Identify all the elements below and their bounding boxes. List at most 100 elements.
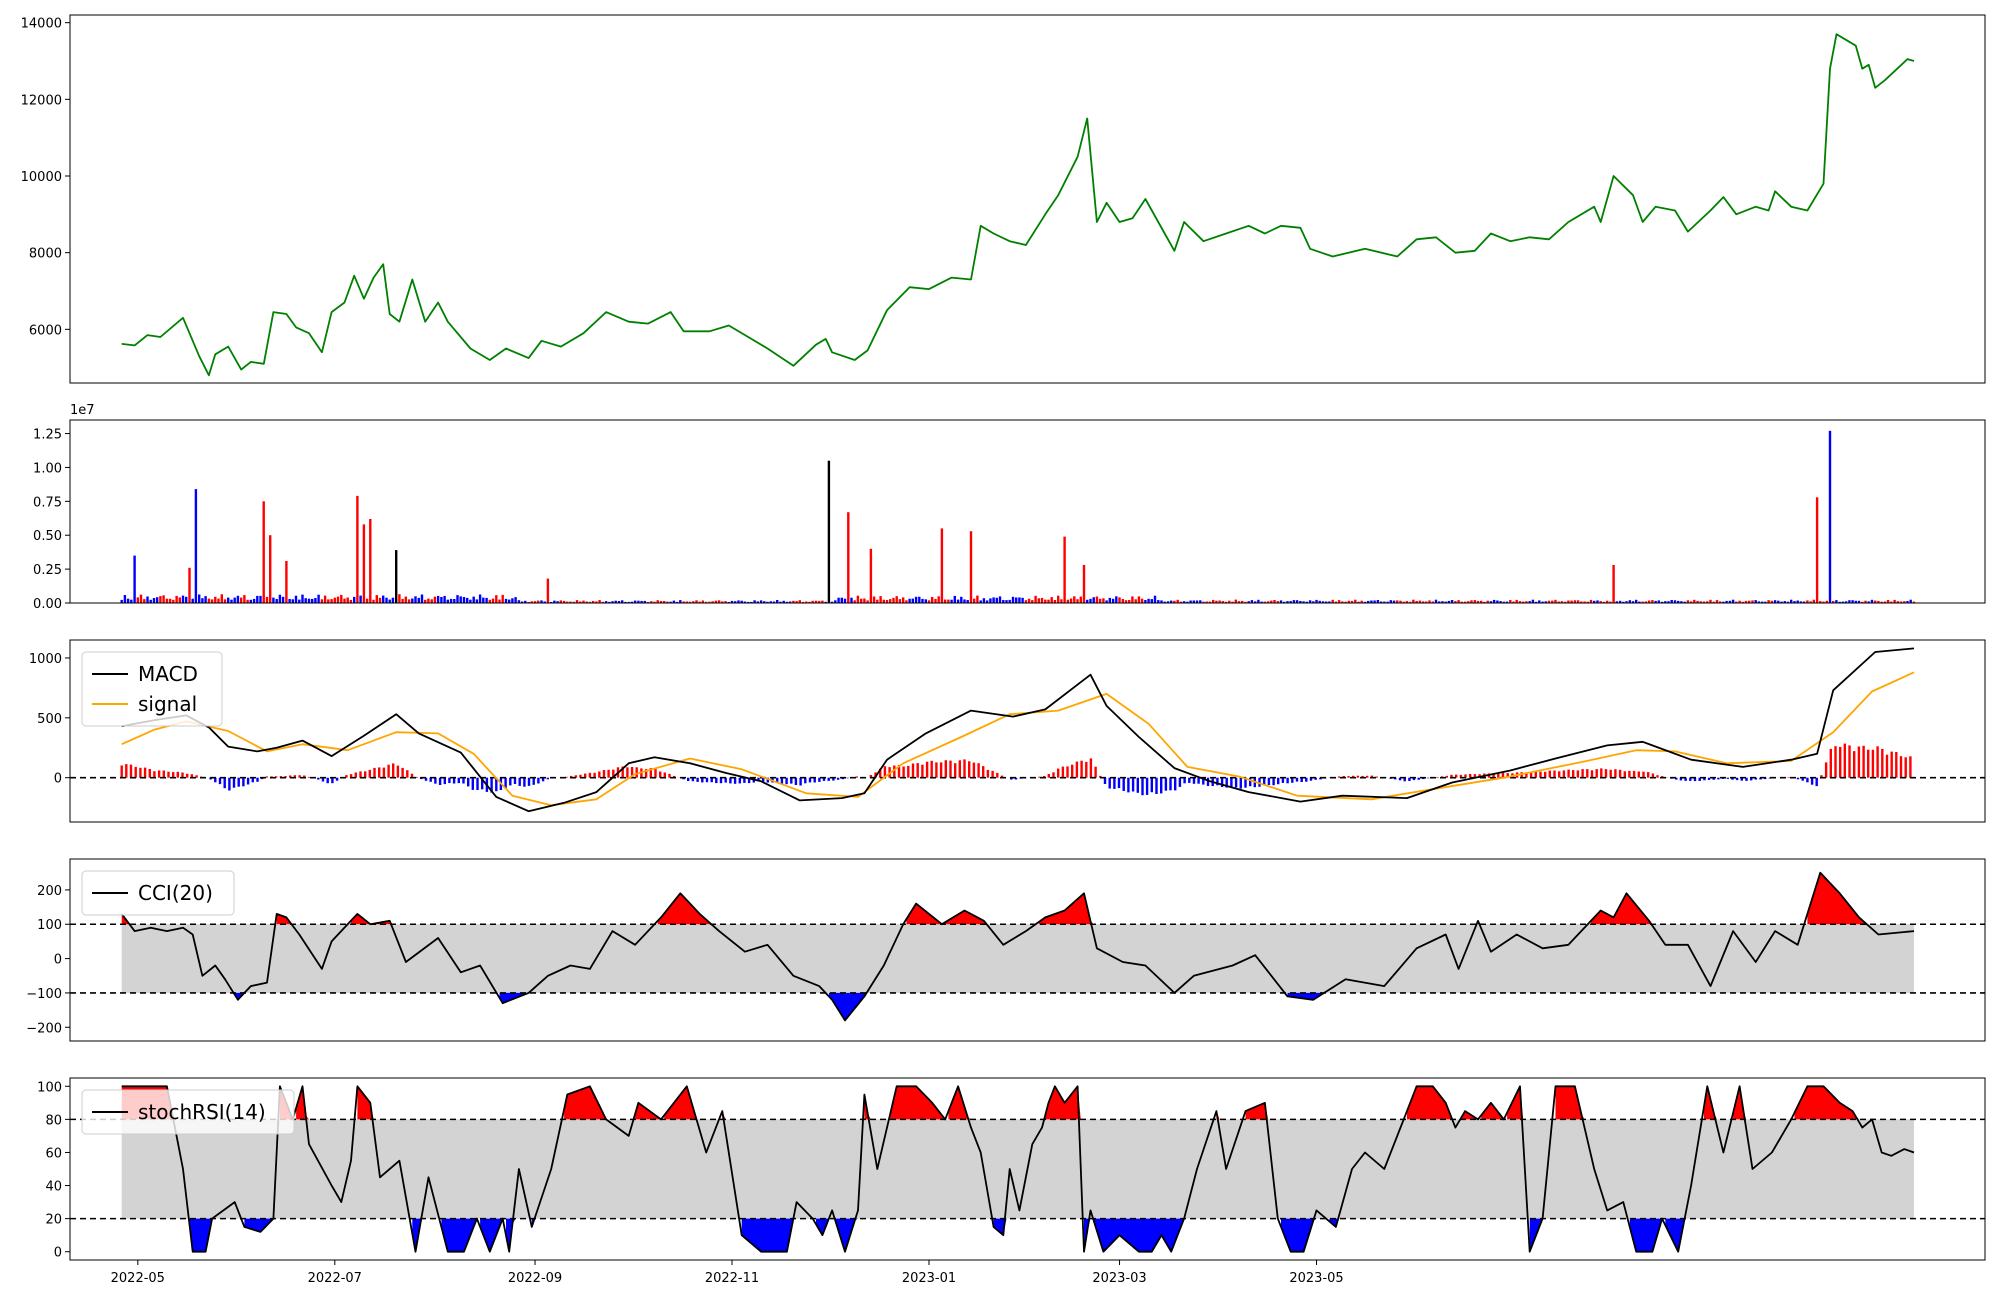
volume-bar	[633, 600, 637, 603]
macd-histogram-bar	[429, 777, 432, 782]
volume-bar	[1444, 601, 1447, 603]
volume-bar	[1189, 600, 1192, 603]
macd-histogram-bar	[1647, 772, 1650, 778]
macd-histogram-bar	[1356, 775, 1360, 778]
macd-histogram-bar	[776, 777, 779, 783]
volume-bar	[1670, 600, 1673, 603]
volume-bar	[453, 599, 456, 603]
volume-bar	[239, 597, 243, 603]
volume-bar	[1696, 600, 1699, 603]
stochrsi-overbought-fill	[121, 1086, 1860, 1120]
volume-bar	[272, 597, 275, 603]
macd-histogram-bar	[1525, 772, 1528, 778]
volume-bar	[466, 597, 469, 603]
volume-bar	[123, 595, 127, 603]
macd-histogram-bar	[1843, 743, 1846, 778]
volume-bar	[588, 601, 592, 603]
macd-histogram-bar	[799, 777, 802, 786]
volume-bar	[436, 595, 440, 603]
volume-bar	[979, 600, 982, 603]
macd-histogram-bar	[1216, 777, 1219, 786]
volume-bar	[149, 599, 152, 603]
macd-histogram-bar	[1300, 777, 1303, 782]
macd-histogram-bar	[1604, 769, 1608, 778]
volume-bar	[795, 601, 798, 603]
x-tick-label: 2022-11	[705, 1271, 759, 1286]
macd-histogram-bar	[1464, 774, 1467, 778]
volume-bar	[827, 460, 831, 603]
legend-box	[81, 1089, 295, 1135]
volume-bar	[1896, 601, 1899, 603]
volume-bar	[1509, 600, 1512, 603]
macd-histogram-bar	[354, 772, 357, 778]
volume-bar	[291, 599, 294, 603]
macd-histogram-bar	[1075, 761, 1079, 778]
volume-bar	[178, 597, 181, 603]
volume-bar	[908, 598, 911, 603]
macd-histogram-bar	[1136, 777, 1139, 793]
x-tick-label: 2022-07	[308, 1271, 362, 1286]
volume-bar	[227, 597, 230, 603]
x-tick-label: 2023-05	[1289, 1271, 1343, 1286]
volume-bar	[1389, 600, 1392, 603]
volume-bar	[349, 599, 353, 603]
volume-bar	[498, 599, 501, 603]
volume-bar	[1735, 601, 1738, 603]
macd-histogram-bar	[476, 777, 479, 790]
volume-bar	[1683, 601, 1686, 603]
macd-histogram-bar	[1853, 751, 1856, 778]
macd-histogram-bar	[1000, 775, 1004, 778]
volume-bar	[756, 601, 759, 603]
macd-histogram-bar	[1675, 777, 1678, 780]
volume-bar	[1027, 598, 1031, 603]
volume-bar	[717, 600, 721, 603]
volume-bar	[152, 598, 156, 603]
macd-histogram-bar	[1707, 777, 1711, 780]
macd-histogram-bar	[373, 767, 376, 778]
volume-bar	[1131, 596, 1134, 603]
macd-histogram-bar	[1174, 777, 1177, 791]
macd-histogram-bar	[1586, 769, 1589, 778]
macd-histogram-bar	[598, 771, 601, 778]
macd-histogram-bar	[738, 777, 741, 784]
macd-histogram-bar	[1061, 766, 1065, 778]
macd-histogram-bar	[1497, 773, 1500, 778]
volume-bar	[372, 599, 375, 603]
macd-histogram-bar	[790, 777, 793, 784]
macd-histogram-bar	[129, 764, 133, 778]
volume-bar	[1069, 598, 1073, 603]
volume-bar	[1480, 600, 1483, 603]
macd-histogram-bar	[1871, 749, 1875, 778]
volume-bar	[872, 596, 876, 603]
volume-bar	[562, 600, 566, 603]
macd-histogram-bar	[588, 772, 592, 778]
volume-bar	[1877, 601, 1880, 603]
macd-histogram-bar	[935, 762, 938, 778]
macd-histogram-bar	[1867, 749, 1870, 778]
price-line	[121, 33, 1915, 377]
macd-histogram-bar	[1394, 777, 1397, 780]
volume-bar	[1505, 601, 1509, 603]
volume-bar	[630, 601, 634, 603]
macd-histogram-bar	[1679, 777, 1683, 781]
volume-bar	[814, 600, 818, 603]
macd-histogram-bar	[153, 771, 156, 778]
volume-bar	[1266, 601, 1270, 603]
volume-bar	[1247, 601, 1250, 603]
macd-histogram-bar	[1164, 777, 1168, 791]
y-tick-label: 0.50	[33, 529, 62, 544]
volume-bar	[1215, 600, 1218, 603]
macd-histogram-bar	[186, 773, 189, 778]
macd-histogram-bar	[822, 777, 826, 781]
volume-bar	[879, 596, 882, 603]
volume-bar	[307, 598, 311, 603]
volume-bar	[698, 601, 701, 603]
volume-bar	[569, 601, 572, 603]
volume-bar	[659, 601, 663, 603]
volume-bar	[1476, 600, 1480, 603]
volume-bar	[1544, 601, 1547, 603]
macd-histogram-bar	[996, 772, 999, 778]
volume-bar	[404, 596, 407, 603]
volume-bar	[139, 594, 143, 603]
macd-histogram-bar	[1815, 777, 1818, 787]
